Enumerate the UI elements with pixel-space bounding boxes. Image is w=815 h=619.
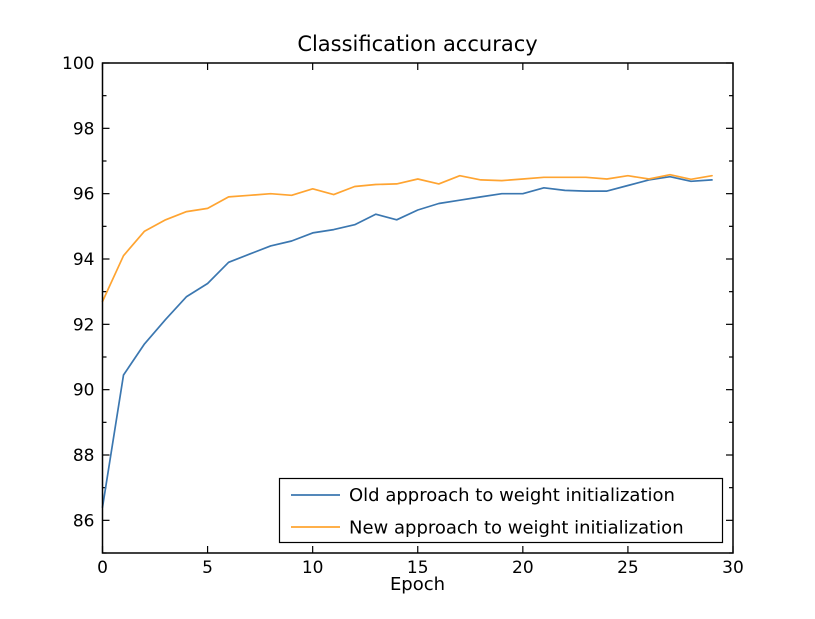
x-tick-label: 5 [202,558,213,578]
y-tick-label: 94 [73,250,95,270]
legend-label-old-approach: Old approach to weight initialization [349,485,675,506]
x-tick-label: 15 [407,558,429,578]
legend-box [278,477,724,544]
y-tick-label: 98 [73,119,95,139]
x-axis-label: Epoch [390,574,445,595]
x-tick-label: 20 [512,558,534,578]
x-tick-label: 30 [722,558,744,578]
axis-tick-labels: 86 88 90 92 94 96 98 100 0 5 10 15 20 25 30 [62,54,744,578]
y-tick-label: 100 [62,54,94,74]
old-approach-line [101,175,713,509]
y-tick-label: 86 [73,511,95,531]
legend: Old approach to weight initialization Ne… [278,477,724,544]
x-tick-label: 10 [302,558,324,578]
y-tick-label: 92 [73,315,95,335]
x-tick-label: 0 [97,558,108,578]
chart-title: Classification accuracy [297,32,537,56]
plot-border [101,62,734,554]
series-lines [101,173,713,509]
legend-label-new-approach: New approach to weight initialization [349,518,684,539]
y-tick-label: 90 [73,381,95,401]
x-tick-label: 25 [617,558,639,578]
y-tick-label: 96 [73,185,95,205]
y-tick-label: 88 [73,446,95,466]
new-approach-line [101,173,713,303]
